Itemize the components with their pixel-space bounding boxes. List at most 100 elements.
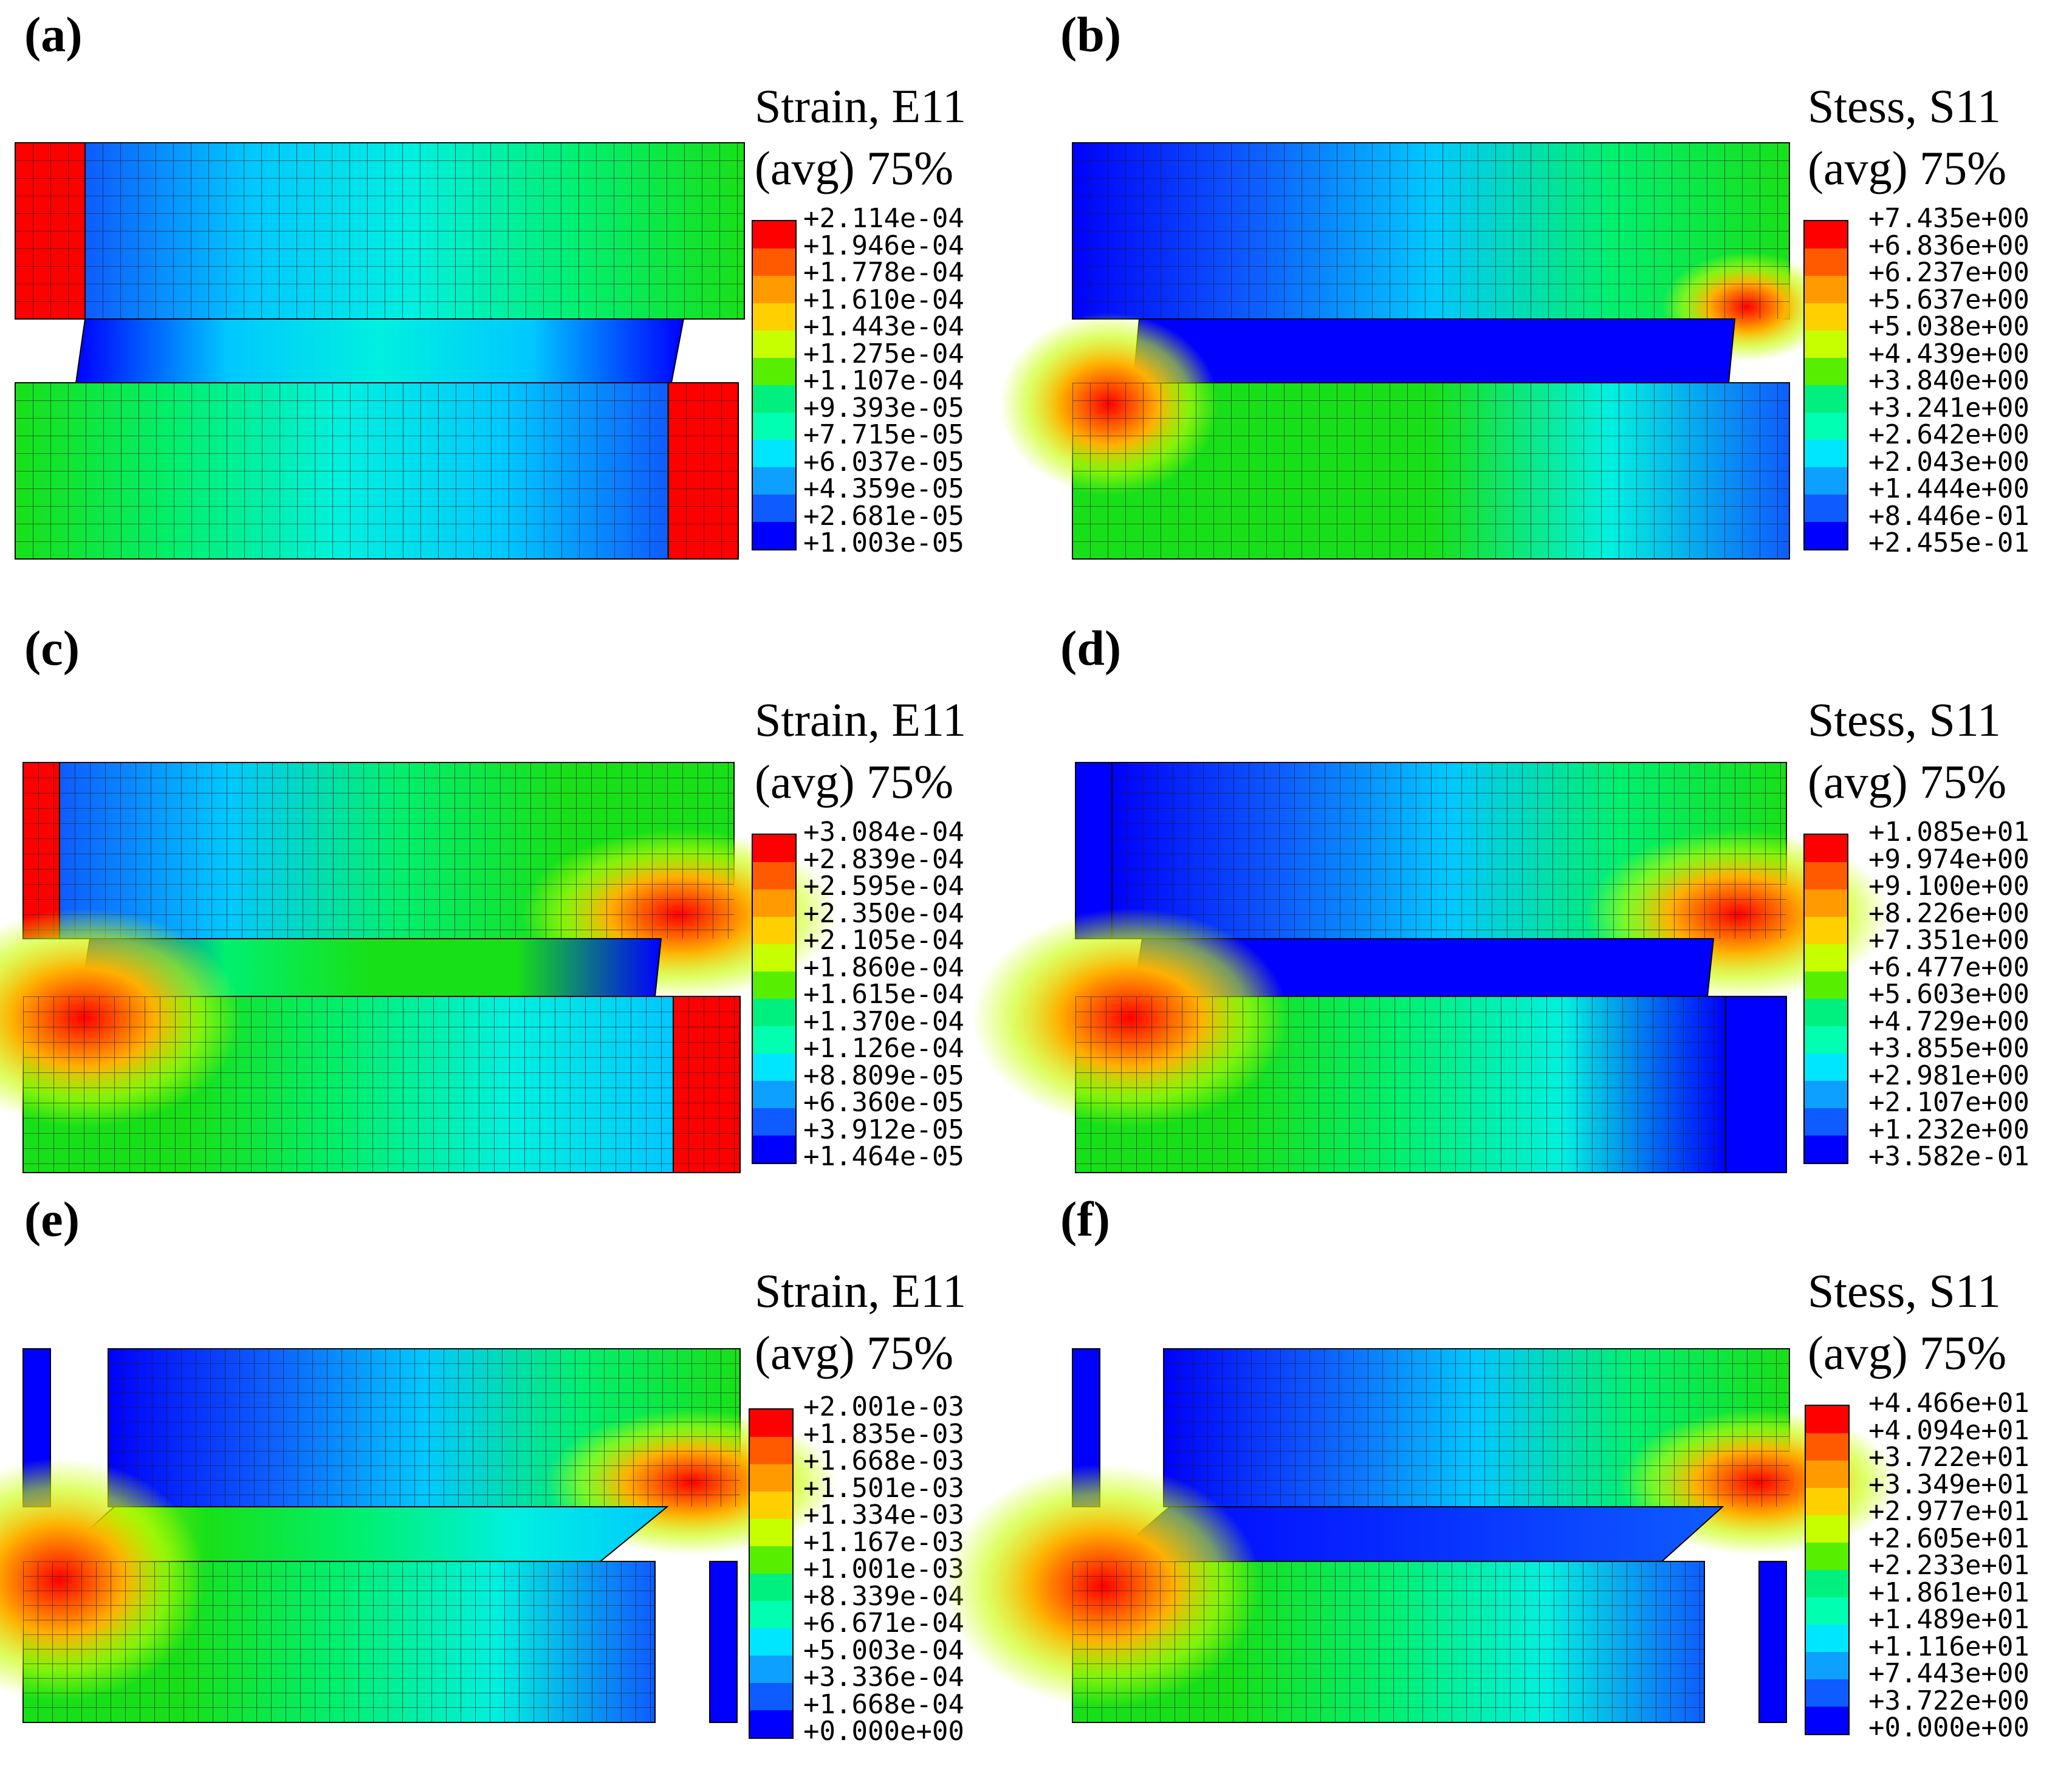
tick-label: +2.001e-03 bbox=[803, 1391, 964, 1422]
tick-label: +1.444e+00 bbox=[1868, 473, 2029, 504]
color-band bbox=[750, 1492, 792, 1519]
color-band bbox=[1806, 1488, 1848, 1515]
tick-label: +3.722e+01 bbox=[1868, 1442, 2029, 1473]
color-band bbox=[753, 495, 795, 522]
panel-label: (a) bbox=[24, 7, 83, 62]
color-band bbox=[1805, 467, 1847, 495]
panel-label: (b) bbox=[1060, 7, 1122, 62]
tick-label: +7.351e+00 bbox=[1868, 925, 2029, 956]
color-scale-bar bbox=[752, 834, 797, 1164]
color-band bbox=[1805, 413, 1847, 440]
legend-subtitle: (avg) 75% bbox=[1808, 755, 2007, 808]
mesh-grid bbox=[1164, 1349, 1789, 1507]
color-band bbox=[1806, 1543, 1848, 1570]
color-band bbox=[1805, 495, 1847, 522]
mesh-grid bbox=[1072, 143, 1789, 319]
color-band bbox=[750, 1519, 792, 1546]
tick-label: +1.489e+01 bbox=[1868, 1604, 2029, 1635]
tick-label: +9.100e+00 bbox=[1868, 871, 2029, 902]
tick-label: +3.084e-04 bbox=[803, 817, 964, 848]
color-band bbox=[753, 1026, 795, 1054]
legend-subtitle: (avg) 75% bbox=[1808, 1326, 2007, 1379]
legend-title: Stess, S11 bbox=[1808, 693, 2001, 746]
color-band bbox=[750, 1546, 792, 1574]
mesh-grid bbox=[23, 1561, 655, 1722]
tick-label: +6.836e+00 bbox=[1868, 230, 2029, 261]
tick-label: +3.840e+00 bbox=[1868, 365, 2029, 396]
tick-label: +1.946e-04 bbox=[803, 230, 964, 261]
color-scale-bar bbox=[1803, 220, 1848, 550]
color-band bbox=[1805, 1136, 1847, 1163]
tick-label: +0.000e+00 bbox=[1868, 1712, 2029, 1743]
color-band bbox=[1806, 1597, 1848, 1625]
color-band bbox=[753, 1054, 795, 1081]
tick-label: +2.107e+00 bbox=[1868, 1087, 2029, 1118]
tick-label: +3.855e+00 bbox=[1868, 1033, 2029, 1064]
mesh-grid bbox=[668, 383, 738, 559]
color-band bbox=[750, 1656, 792, 1683]
legend-subtitle: (avg) 75% bbox=[755, 755, 954, 808]
color-band bbox=[1805, 1081, 1847, 1108]
tick-label: +1.861e+01 bbox=[1868, 1577, 2029, 1608]
tick-label: +9.974e+00 bbox=[1868, 843, 2029, 875]
fe-mesh-contour bbox=[0, 1348, 837, 1723]
color-scale-bar bbox=[1803, 834, 1848, 1164]
color-band bbox=[753, 1081, 795, 1108]
tick-label: +1.835e-03 bbox=[803, 1418, 964, 1450]
color-band bbox=[1805, 385, 1847, 413]
color-band bbox=[753, 835, 795, 862]
tick-label: +1.107e-04 bbox=[803, 365, 964, 396]
color-band bbox=[753, 522, 795, 549]
mesh-grid bbox=[23, 762, 60, 939]
tick-label: +2.681e-05 bbox=[803, 500, 964, 532]
color-band bbox=[1805, 358, 1847, 385]
color-band bbox=[1805, 835, 1847, 862]
tick-label: +4.094e+01 bbox=[1868, 1414, 2029, 1446]
tick-label: +1.370e-04 bbox=[803, 1006, 964, 1037]
color-band bbox=[753, 303, 795, 331]
tick-label: +2.981e+00 bbox=[1868, 1060, 2029, 1091]
tick-label: +0.000e+00 bbox=[803, 1716, 964, 1747]
color-scale-bar bbox=[752, 220, 797, 550]
color-band bbox=[753, 221, 795, 248]
color-band bbox=[1806, 1433, 1848, 1461]
tick-label: +8.226e+00 bbox=[1868, 897, 2029, 929]
tick-label: +2.105e-04 bbox=[803, 925, 964, 956]
panel-label: (c) bbox=[24, 620, 80, 676]
color-band bbox=[753, 413, 795, 440]
tick-label: +1.275e-04 bbox=[803, 338, 964, 369]
mesh-grid bbox=[1112, 762, 1786, 939]
legend-subtitle: (avg) 75% bbox=[755, 142, 954, 194]
tick-label: +2.233e+01 bbox=[1868, 1550, 2029, 1581]
fe-mesh-contour bbox=[972, 762, 1890, 1173]
color-scale-bar bbox=[749, 1408, 794, 1739]
color-band bbox=[753, 358, 795, 385]
tick-label: +7.435e+00 bbox=[1868, 203, 2029, 234]
color-scale-ticks: +2.001e-03 +1.835e-03 +1.668e-03 +1.501e-03… bbox=[803, 1391, 964, 1747]
tick-label: +1.610e-04 bbox=[803, 284, 964, 315]
panel-label: (e) bbox=[24, 1191, 80, 1247]
color-band bbox=[1806, 1570, 1848, 1597]
panel-e: (e) Strain, E11 (avg) 75% +2.001e-03 +1.8… bbox=[0, 1185, 1036, 1768]
color-band bbox=[1805, 522, 1847, 549]
tick-label: +2.605e+01 bbox=[1868, 1523, 2029, 1554]
color-band bbox=[1806, 1707, 1848, 1734]
panel-label: (f) bbox=[1060, 1191, 1110, 1247]
color-band bbox=[753, 917, 795, 944]
color-band bbox=[1806, 1461, 1848, 1488]
tick-label: +2.043e+00 bbox=[1868, 446, 2029, 478]
color-band bbox=[1805, 999, 1847, 1026]
color-band bbox=[1806, 1406, 1848, 1433]
color-band bbox=[753, 862, 795, 889]
color-band bbox=[1805, 971, 1847, 999]
tick-label: +6.477e+00 bbox=[1868, 951, 2029, 983]
tick-label: +3.241e+00 bbox=[1868, 392, 2029, 423]
tick-label: +1.668e-03 bbox=[803, 1445, 964, 1476]
tick-label: +8.809e-05 bbox=[803, 1060, 964, 1091]
color-scale-ticks: +4.466e+01 +4.094e+01 +3.722e+01 +3.349e+01… bbox=[1868, 1389, 2029, 1743]
tick-label: +1.501e-03 bbox=[803, 1472, 964, 1504]
color-band bbox=[1805, 862, 1847, 889]
tick-label: +2.642e+00 bbox=[1868, 419, 2029, 450]
tick-label: +1.615e-04 bbox=[803, 979, 964, 1010]
tick-label: +2.839e-04 bbox=[803, 843, 964, 875]
